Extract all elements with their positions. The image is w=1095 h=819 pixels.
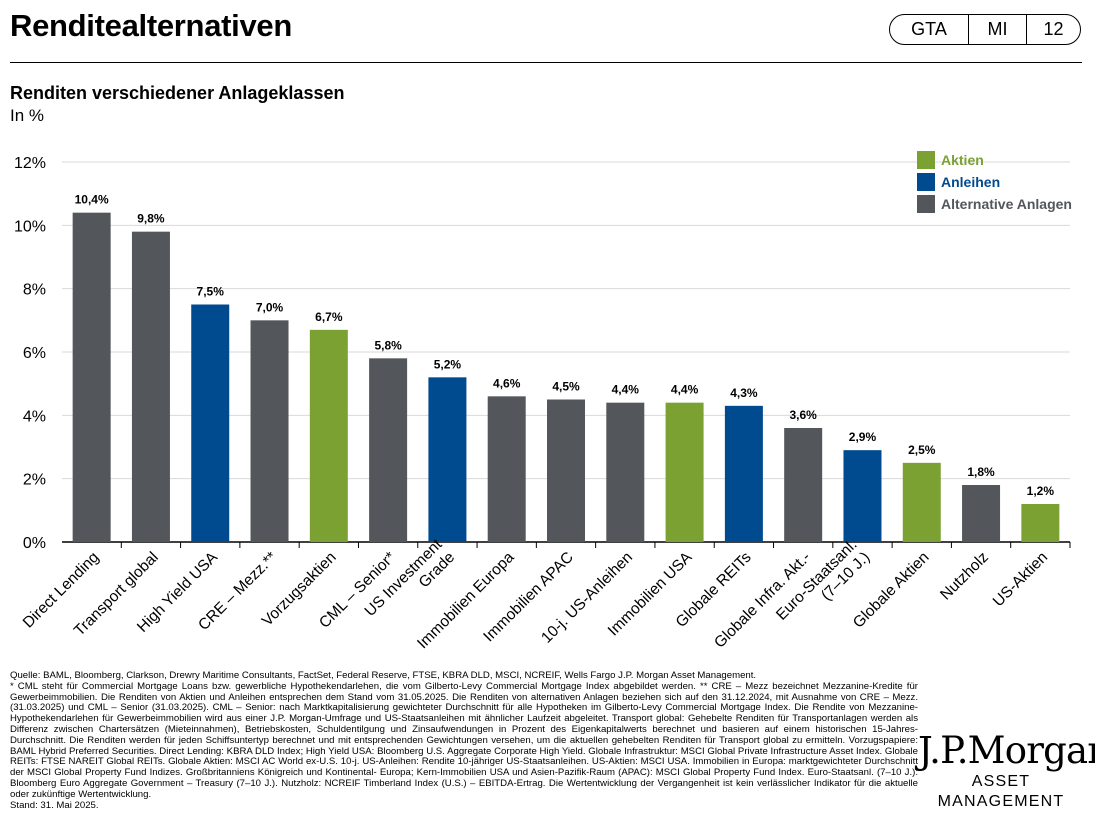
y-tick-label: 12% <box>14 155 46 172</box>
footnotes: Quelle: BAML, Bloomberg, Clarkson, Drewr… <box>10 670 918 811</box>
legend-label: Aktien <box>941 152 984 168</box>
y-tick-label: 4% <box>23 408 46 425</box>
bar <box>547 399 585 542</box>
bar-value-label: 9,8% <box>137 212 165 226</box>
header-divider <box>10 62 1082 63</box>
bar-value-label: 5,8% <box>374 338 402 352</box>
bar <box>665 402 704 542</box>
bar <box>369 358 408 542</box>
bar <box>1021 504 1060 542</box>
bar-value-label: 10,4% <box>75 193 109 207</box>
footnote-date: Stand: 31. Mai 2025. <box>10 799 99 811</box>
legend-label: Anleihen <box>941 174 1000 190</box>
y-tick-label: 10% <box>14 218 46 235</box>
bar-value-label: 6,7% <box>315 310 343 324</box>
bar <box>902 462 941 542</box>
bar <box>606 402 645 542</box>
chart-title: Renditen verschiedener Anlageklassen <box>10 83 345 103</box>
bar <box>487 396 526 542</box>
bar <box>309 329 348 542</box>
jpmorgan-logo: J.P.Morgan ASSET MANAGEMENT <box>918 729 1095 812</box>
badge-page-number: 12 <box>1043 19 1064 39</box>
bar-value-label: 4,4% <box>671 383 699 397</box>
logo-wordmark: J.P.Morgan <box>918 729 1095 772</box>
page-badge: GTA MI 12 <box>889 14 1081 45</box>
bar-value-label: 2,5% <box>908 443 936 457</box>
legend-swatch <box>917 151 935 169</box>
bar-value-label: 3,6% <box>789 408 817 422</box>
bar <box>191 304 230 542</box>
bar-value-label: 5,2% <box>434 357 462 371</box>
logo-tagline: ASSET MANAGEMENT <box>937 773 1065 810</box>
bar-value-label: 4,4% <box>612 383 640 397</box>
bar-value-label: 2,9% <box>849 430 877 444</box>
legend-swatch <box>917 195 935 213</box>
footnote-source: Quelle: BAML, Bloomberg, Clarkson, Drewr… <box>10 670 757 681</box>
bar-value-label: 4,6% <box>493 376 521 390</box>
bar <box>843 450 882 542</box>
y-tick-label: 2% <box>23 472 46 489</box>
legend-swatch <box>917 173 935 191</box>
bar-value-label: 1,8% <box>967 465 995 479</box>
legend-label: Alternative Anlagen <box>941 196 1072 212</box>
bar-chart: 0%2%4%6%8%10%12%10,4%Direct Lending9,8%T… <box>14 151 1072 652</box>
bar <box>131 231 170 542</box>
bar <box>724 405 763 542</box>
page-title: Renditealternativen <box>10 8 292 43</box>
bar-value-label: 4,5% <box>552 380 580 394</box>
chart-subtitle: In % <box>10 106 45 125</box>
footnote-definitions: * CML steht für Commercial Mortgage Loan… <box>10 680 918 800</box>
x-category-label: Nutzholz <box>937 549 992 604</box>
badge-section: GTA <box>890 15 969 44</box>
bar <box>250 320 289 542</box>
bar <box>784 428 823 542</box>
x-category-label: US-Aktien <box>990 549 1051 610</box>
bar-value-label: 7,0% <box>256 300 284 314</box>
y-tick-label: 8% <box>23 282 46 299</box>
bar <box>72 212 111 542</box>
badge-category: MI <box>969 15 1027 44</box>
y-tick-label: 6% <box>23 345 46 362</box>
y-tick-label: 0% <box>23 535 46 552</box>
bar-value-label: 1,2% <box>1027 484 1055 498</box>
bar <box>962 485 1001 542</box>
bar-value-label: 7,5% <box>197 285 225 299</box>
bar-value-label: 4,3% <box>730 386 758 400</box>
bar <box>428 377 467 542</box>
